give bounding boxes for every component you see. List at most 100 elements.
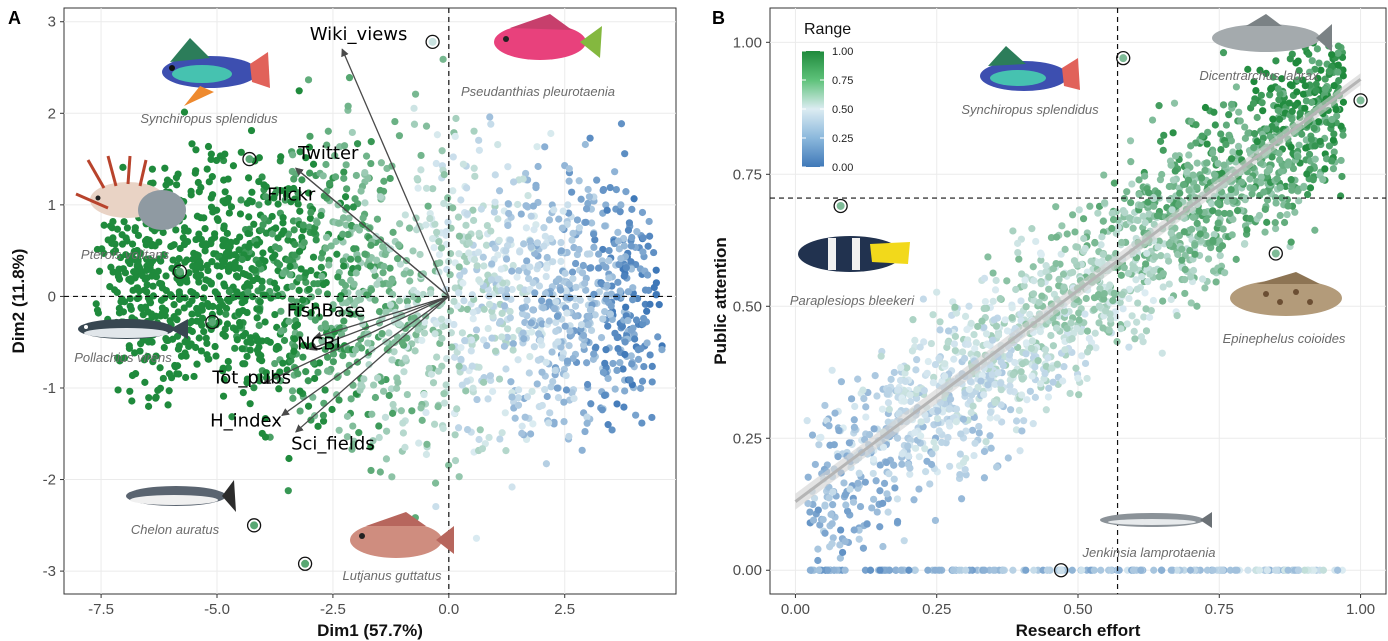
panel-b-point — [910, 496, 918, 504]
panel-b-point — [1185, 186, 1193, 194]
panel-b-point — [1167, 295, 1175, 304]
panel-b-point — [1118, 238, 1126, 247]
panel-a-point — [204, 266, 212, 275]
panel-b-point — [949, 298, 957, 306]
panel-b-point — [922, 468, 930, 476]
panel-b-point — [1301, 104, 1309, 112]
panel-b-point — [906, 470, 914, 478]
panel-a-point — [157, 296, 166, 305]
panel-b-point — [1293, 88, 1301, 96]
panel-a-point — [601, 308, 609, 316]
panel-a-point — [189, 262, 197, 270]
panel-a-point — [550, 206, 558, 214]
panel-b-point — [854, 375, 862, 383]
panel-b-point — [891, 484, 899, 492]
panel-a-point — [469, 384, 477, 392]
panel-a-point — [451, 431, 459, 439]
panel-b-point — [1191, 250, 1199, 258]
panel-a-point — [357, 187, 365, 195]
panel-a-point — [557, 247, 565, 255]
panel-b-point — [964, 340, 972, 348]
panel-a-point — [271, 243, 279, 251]
panel-a-xtick-label: -2.5 — [320, 601, 346, 618]
panel-a-point — [255, 177, 263, 186]
panel-a-point — [276, 377, 285, 385]
panel-b-point — [992, 322, 1001, 330]
panel-b-point — [1017, 297, 1025, 305]
highlight-point — [208, 318, 217, 327]
panel-a-point — [550, 420, 558, 428]
panel-a-point — [261, 257, 269, 265]
panel-a-point — [192, 146, 200, 154]
panel-b-point — [1011, 358, 1019, 367]
fish-illustration-chelon — [126, 480, 236, 512]
panel-a-point — [502, 247, 510, 255]
panel-b-point — [1116, 298, 1124, 307]
panel-a-point — [453, 405, 461, 413]
panel-a-point — [223, 198, 231, 206]
panel-a-point — [195, 334, 203, 342]
panel-b-point — [1339, 98, 1348, 106]
panel-a-point — [435, 238, 443, 246]
panel-a-point — [220, 176, 228, 184]
highlight-ring — [205, 314, 220, 330]
panel-b-point — [1052, 203, 1060, 211]
panel-a-point — [439, 424, 447, 433]
panel-a-point — [530, 343, 538, 351]
panel-b-ytick-label: 0.50 — [733, 298, 762, 315]
highlight-point — [1271, 249, 1280, 258]
panel-a-point — [564, 201, 572, 209]
panel-a-point — [140, 356, 148, 364]
panel-a-point — [473, 262, 481, 270]
panel-a-point — [541, 289, 550, 298]
panel-b-point — [1012, 426, 1021, 434]
panel-a-point — [239, 269, 247, 278]
panel-a-point — [275, 261, 284, 269]
panel-a-point — [314, 422, 322, 430]
panel-b-point — [946, 405, 954, 413]
panel-b-point — [831, 409, 839, 417]
panel-a-point — [317, 211, 325, 220]
panel-a-point — [400, 270, 408, 278]
legend-tick-label: 0.00 — [832, 162, 853, 174]
panel-b-point — [1188, 225, 1196, 233]
panel-b-point — [992, 276, 1000, 285]
panel-b-point — [1091, 239, 1099, 247]
panel-b-point — [912, 366, 920, 374]
panel-b-point — [1321, 85, 1329, 93]
panel-a-point — [391, 338, 399, 347]
panel-a-point — [368, 345, 376, 354]
panel-a-point — [250, 384, 258, 392]
panel-a-point — [291, 240, 299, 249]
panel-a-point — [613, 400, 621, 408]
panel-a-point — [436, 259, 444, 267]
panel-a-point — [509, 340, 517, 348]
panel-a-point — [304, 402, 313, 410]
panel-b-point — [990, 316, 998, 324]
panel-a-point — [393, 384, 401, 392]
panel-a-point — [347, 310, 355, 318]
loading-arrow-flickr — [295, 167, 450, 297]
panel-b-point — [1167, 161, 1175, 169]
panel-a-point — [333, 343, 342, 351]
panel-a-point — [426, 289, 435, 297]
panel-a-point — [440, 399, 449, 407]
panel-a-point — [547, 129, 555, 138]
panel-a-point — [296, 387, 304, 395]
panel-b-point — [1082, 294, 1090, 303]
panel-b-point — [1144, 198, 1152, 206]
panel-b-point — [997, 386, 1005, 394]
panel-a-point — [497, 265, 505, 273]
fish-illustration-pollachius — [78, 319, 188, 339]
panel-a-point — [159, 228, 167, 237]
panel-b-point — [1189, 266, 1198, 275]
panel-a-point — [149, 241, 157, 249]
panel-b-point — [1049, 378, 1057, 386]
panel-a-point — [218, 257, 227, 265]
panel-b-point — [935, 427, 943, 435]
panel-a-point — [417, 151, 425, 160]
panel-a-point — [646, 232, 654, 240]
panel-b-point — [1266, 132, 1274, 140]
panel-b-point — [1235, 148, 1243, 156]
panel-b-point — [962, 427, 970, 435]
